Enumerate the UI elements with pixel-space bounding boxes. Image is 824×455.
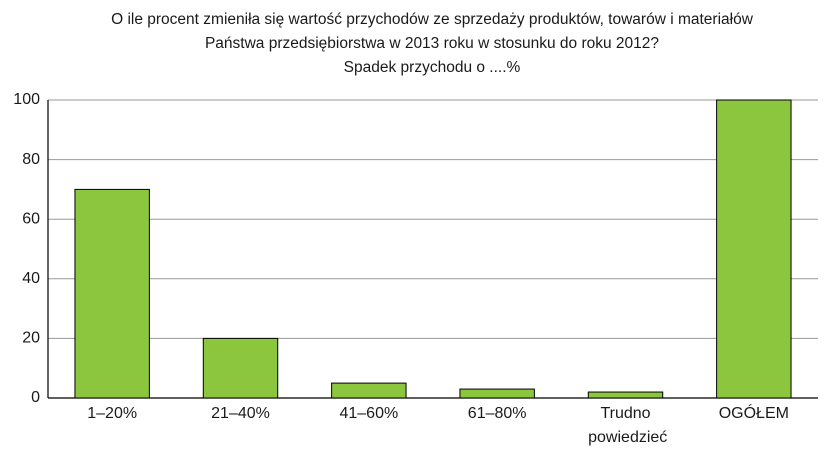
bar — [587, 391, 664, 399]
y-tick-label: 0 — [31, 389, 40, 406]
x-tick-label: 21–40% — [211, 405, 270, 422]
bar — [74, 188, 150, 399]
y-tick-label: 20 — [22, 330, 40, 347]
bar — [716, 99, 792, 399]
bar — [459, 388, 535, 399]
y-tick-label: 100 — [13, 91, 40, 108]
chart-title: Państwa przedsiębiorstwa w 2013 roku w s… — [205, 35, 659, 52]
y-tick-label: 60 — [22, 210, 40, 227]
bar — [331, 382, 407, 399]
chart-title: O ile procent zmieniła się wartość przyc… — [111, 11, 754, 28]
bar — [202, 337, 279, 399]
chart-subtitle: Spadek przychodu o ....% — [344, 59, 521, 76]
x-tick-label: Trudno powiedzieć — [584, 405, 668, 446]
x-tick-label: OGÓŁEM — [719, 403, 789, 422]
x-tick-label: 1–20% — [87, 405, 137, 422]
y-tick-label: 80 — [22, 151, 40, 168]
x-tick-label: 41–60% — [339, 405, 398, 422]
x-tick-label: 61–80% — [468, 405, 527, 422]
y-tick-label: 40 — [22, 270, 40, 287]
